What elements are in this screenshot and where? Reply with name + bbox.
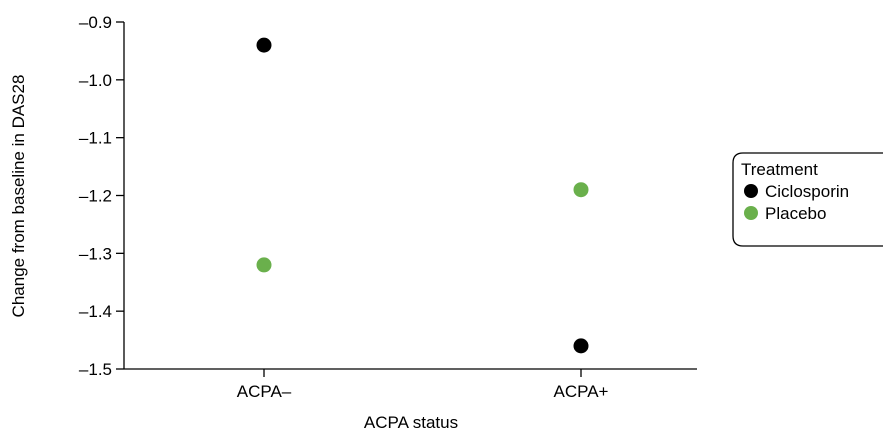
x-axis-label: ACPA status: [364, 413, 458, 432]
legend-box: [732, 152, 883, 247]
x-axis: ACPA– ACPA+: [124, 368, 697, 401]
x-tick-label: ACPA+: [554, 382, 609, 401]
y-tick-label: –1.3: [79, 244, 112, 263]
y-tick-label: –1.0: [79, 71, 112, 90]
data-point-placebo: [573, 182, 589, 198]
legend-marker-ciclosporin: [744, 184, 758, 198]
y-tick-label: –1.1: [79, 129, 112, 148]
x-tick-label: ACPA–: [237, 382, 292, 401]
legend-title: Treatment: [741, 160, 818, 179]
y-tick-label: –1.5: [79, 360, 112, 379]
legend: Treatment Ciclosporin Placebo: [732, 152, 883, 247]
y-tick-label: –0.9: [79, 13, 112, 32]
data-point-ciclosporin: [573, 338, 589, 354]
y-axis: –0.9 –1.0 –1.1 –1.2 –1.3 –1.4 –1.5: [79, 13, 125, 379]
legend-marker-placebo: [744, 206, 758, 220]
y-tick-label: –1.2: [79, 187, 112, 206]
data-point-ciclosporin: [256, 37, 272, 53]
data-points: [256, 37, 589, 354]
legend-label-ciclosporin: Ciclosporin: [765, 182, 849, 201]
y-tick-label: –1.4: [79, 302, 112, 321]
legend-label-placebo: Placebo: [765, 204, 826, 223]
y-axis-label: Change from baseline in DAS28: [9, 75, 28, 318]
data-point-placebo: [256, 257, 272, 273]
